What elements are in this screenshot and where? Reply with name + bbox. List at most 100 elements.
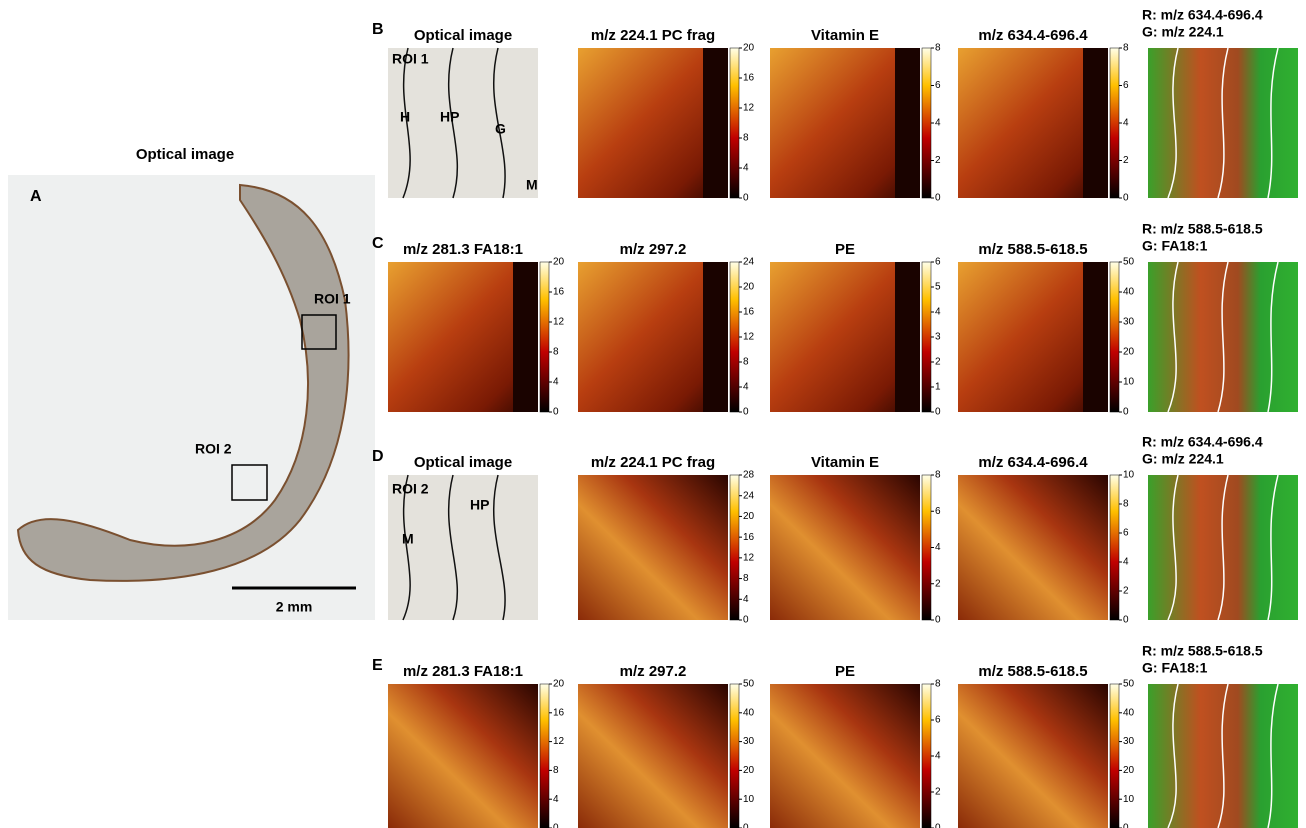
merge-boundary — [1267, 47, 1279, 199]
optical-image — [388, 48, 538, 198]
colorbar-tick-label: 8 — [1123, 43, 1129, 54]
image-title: m/z 224.1 PC frag — [591, 454, 715, 471]
colorbar-tick-label: 0 — [553, 823, 559, 828]
colorbar-tick-label: 20 — [743, 282, 755, 293]
image-title: m/z 224.1 PC frag — [591, 27, 715, 44]
colorbar-tick-label: 4 — [935, 307, 941, 318]
colorbar — [921, 683, 932, 828]
colorbar-tick-label: 8 — [935, 43, 941, 54]
colorbar-tick-label: 2 — [1123, 155, 1129, 166]
region-label: HP — [470, 497, 489, 513]
region-label: ROI 2 — [392, 481, 429, 497]
colorbar-tick-label: 4 — [935, 118, 941, 129]
colorbar-tick-label: 12 — [743, 103, 755, 114]
tissue-boundary — [447, 47, 459, 199]
colorbar-tick-label: 4 — [553, 794, 559, 805]
panel-letter: D — [372, 448, 384, 465]
colorbar-tick-label: 0 — [1123, 193, 1129, 204]
ion-image — [958, 684, 1108, 828]
colorbar-tick-label: 6 — [935, 506, 941, 517]
region-label: M — [526, 177, 538, 193]
region-label: G — [495, 121, 506, 137]
colorbar-tick-label: 8 — [1123, 499, 1129, 510]
merge-boundary — [1167, 474, 1179, 621]
merge-boundary — [1167, 261, 1179, 413]
colorbar-tick-label: 2 — [935, 357, 941, 368]
merge-boundary — [1217, 261, 1229, 413]
merge-label: G: FA18:1 — [1142, 660, 1208, 676]
colorbar-tick-label: 10 — [743, 794, 755, 805]
ion-image — [578, 684, 728, 828]
colorbar — [1109, 47, 1120, 199]
colorbar — [539, 261, 550, 413]
tissue-boundary — [493, 47, 506, 199]
region-label: ROI 1 — [392, 51, 429, 67]
ion-image — [770, 475, 920, 620]
colorbar-tick-label: 4 — [743, 594, 749, 605]
colorbar-tick-label: 16 — [553, 287, 565, 298]
colorbar-tick-label: 16 — [553, 707, 565, 718]
colorbar-tick-label: 50 — [1123, 679, 1135, 690]
colorbar-tick-label: 20 — [1123, 347, 1135, 358]
image-dark-region — [895, 48, 920, 198]
colorbar — [729, 47, 740, 199]
colorbar-tick-label: 16 — [743, 532, 755, 543]
colorbar-tick-label: 8 — [935, 470, 941, 481]
colorbar-tick-label: 12 — [553, 736, 565, 747]
image-title: Optical image — [414, 454, 512, 471]
roi-label: ROI 2 — [195, 441, 232, 457]
colorbar-tick-label: 10 — [1123, 794, 1135, 805]
panel-letter: C — [372, 235, 384, 252]
colorbar-tick-label: 20 — [743, 765, 755, 776]
colorbar-tick-label: 0 — [743, 615, 749, 626]
colorbar-tick-label: 8 — [553, 347, 559, 358]
colorbar-tick-label: 12 — [743, 332, 755, 343]
merge-label: R: m/z 588.5-618.5 — [1142, 221, 1263, 237]
colorbar-tick-label: 6 — [935, 80, 941, 91]
colorbar-tick-label: 24 — [743, 257, 755, 268]
colorbar-tick-label: 12 — [743, 552, 755, 563]
colorbar — [921, 474, 932, 621]
image-title: Vitamin E — [811, 27, 879, 44]
image-title: m/z 297.2 — [620, 241, 687, 258]
colorbar-tick-label: 8 — [935, 679, 941, 690]
colorbar-tick-label: 2 — [935, 155, 941, 166]
colorbar-tick-label: 20 — [553, 679, 565, 690]
tissue-boundary — [447, 474, 459, 621]
colorbar-tick-label: 40 — [743, 707, 755, 718]
colorbar-tick-label: 50 — [1123, 257, 1135, 268]
merge-label: G: FA18:1 — [1142, 238, 1208, 254]
tissue-boundary — [402, 474, 411, 621]
region-label: H — [400, 109, 410, 125]
colorbar-tick-label: 20 — [1123, 765, 1135, 776]
colorbar-tick-label: 1 — [935, 382, 941, 393]
image-title: PE — [835, 241, 855, 258]
merge-boundary — [1217, 474, 1229, 621]
colorbar-tick-label: 20 — [553, 257, 565, 268]
image-title: Vitamin E — [811, 454, 879, 471]
colorbar-tick-label: 0 — [553, 407, 559, 418]
colorbar-tick-label: 4 — [935, 542, 941, 553]
merge-label: R: m/z 588.5-618.5 — [1142, 643, 1263, 659]
colorbar — [729, 474, 740, 621]
colorbar-tick-label: 8 — [743, 133, 749, 144]
ion-image — [770, 684, 920, 828]
roi-box — [301, 314, 337, 350]
colorbar-tick-label: 0 — [935, 193, 941, 204]
image-title: m/z 588.5-618.5 — [978, 663, 1087, 680]
colorbar-tick-label: 30 — [1123, 736, 1135, 747]
merge-boundary — [1267, 683, 1279, 828]
image-dark-region — [513, 262, 538, 412]
colorbar-tick-label: 4 — [1123, 118, 1129, 129]
image-title: m/z 281.3 FA18:1 — [403, 663, 523, 680]
merge-label: G: m/z 224.1 — [1142, 451, 1224, 467]
colorbar-tick-label: 0 — [743, 823, 749, 828]
merge-boundary — [1267, 474, 1279, 621]
colorbar-tick-label: 6 — [935, 715, 941, 726]
colorbar-tick-label: 8 — [553, 765, 559, 776]
image-dark-region — [1083, 262, 1108, 412]
colorbar-tick-label: 16 — [743, 73, 755, 84]
image-dark-region — [1083, 48, 1108, 198]
roi-box — [231, 464, 268, 501]
